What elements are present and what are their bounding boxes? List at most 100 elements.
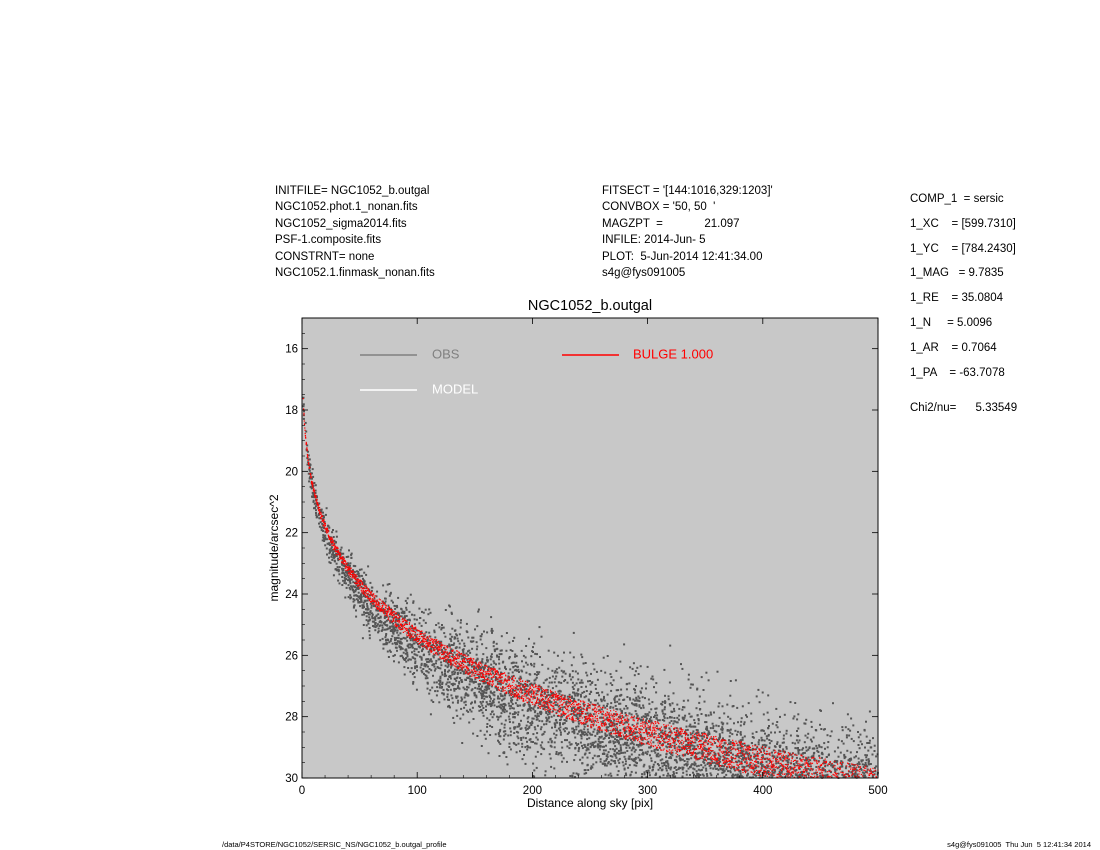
obs-point <box>555 729 558 732</box>
bulge-point <box>432 638 434 640</box>
obs-point <box>737 775 740 778</box>
obs-point <box>328 544 331 546</box>
obs-point <box>424 646 427 648</box>
obs-point <box>732 705 735 707</box>
obs-point <box>348 577 351 580</box>
obs-point <box>354 594 357 597</box>
obs-point <box>745 758 748 761</box>
obs-point <box>380 621 383 623</box>
obs-point <box>396 612 399 614</box>
bulge-point <box>316 499 318 501</box>
bulge-point <box>421 633 423 635</box>
obs-point <box>713 761 716 764</box>
obs-point <box>800 770 803 773</box>
obs-point <box>342 556 345 559</box>
obs-point <box>360 593 362 596</box>
obs-point <box>717 768 720 771</box>
obs-point <box>347 584 350 587</box>
bulge-point <box>334 545 337 547</box>
bulge-point <box>383 602 385 604</box>
obs-point <box>575 728 578 731</box>
obs-point <box>646 753 649 756</box>
obs-point <box>554 736 557 739</box>
bulge-point <box>323 519 325 521</box>
obs-point <box>702 748 705 751</box>
obs-point <box>462 670 465 673</box>
obs-point <box>743 766 746 769</box>
obs-point <box>347 576 350 579</box>
obs-point <box>478 690 481 693</box>
obs-point <box>541 733 544 736</box>
obs-point <box>797 735 800 738</box>
bulge-point <box>372 603 374 605</box>
obs-point <box>497 716 500 719</box>
obs-point <box>360 594 363 597</box>
bulge-point <box>380 608 382 610</box>
obs-point <box>608 732 611 735</box>
obs-point <box>782 757 785 760</box>
obs-point <box>760 736 763 739</box>
obs-point <box>584 731 587 734</box>
obs-point <box>534 678 537 681</box>
obs-point <box>864 754 867 757</box>
obs-point <box>793 715 796 718</box>
obs-point <box>532 707 535 710</box>
bulge-point <box>433 645 435 647</box>
bulge-point <box>333 543 335 545</box>
obs-point <box>553 767 556 770</box>
obs-point <box>328 556 330 559</box>
bulge-point <box>387 615 389 617</box>
obs-point <box>647 714 650 717</box>
obs-point <box>507 715 510 718</box>
obs-point <box>741 736 744 739</box>
obs-point <box>413 647 416 650</box>
obs-point <box>836 760 839 763</box>
obs-point <box>335 552 338 555</box>
obs-point <box>495 663 497 666</box>
obs-point <box>520 677 523 680</box>
obs-point <box>675 735 678 738</box>
bulge-point <box>322 520 324 522</box>
obs-point <box>538 719 541 722</box>
obs-point <box>636 666 639 669</box>
obs-point <box>768 746 771 749</box>
obs-point <box>521 660 523 663</box>
obs-point <box>454 671 457 674</box>
obs-point <box>453 689 456 692</box>
obs-point <box>342 571 344 574</box>
obs-point <box>505 668 507 671</box>
bulge-point <box>324 528 326 530</box>
bulge-point <box>368 597 370 599</box>
obs-point <box>479 729 482 732</box>
obs-point <box>859 733 862 736</box>
obs-point <box>787 771 790 774</box>
obs-point <box>636 699 639 702</box>
obs-point <box>384 612 386 615</box>
obs-point <box>753 756 756 759</box>
obs-point <box>665 756 668 759</box>
obs-point <box>704 747 707 750</box>
obs-point <box>797 713 800 716</box>
bulge-point <box>418 629 420 632</box>
obs-point <box>761 757 764 760</box>
obs-point <box>659 754 662 757</box>
obs-point <box>409 634 412 637</box>
bulge-point <box>361 581 363 583</box>
obs-point <box>450 694 453 697</box>
obs-point <box>555 711 558 714</box>
obs-point <box>530 740 533 743</box>
obs-point <box>489 690 492 693</box>
bulge-point <box>390 611 392 613</box>
bulge-point <box>401 619 403 621</box>
bulge-point <box>393 614 395 616</box>
obs-point <box>492 701 495 704</box>
obs-point <box>533 679 536 682</box>
obs-point <box>481 711 484 714</box>
bulge-point <box>426 642 428 644</box>
obs-point <box>570 708 573 711</box>
obs-point <box>487 752 490 755</box>
bulge-point <box>444 656 446 658</box>
obs-point <box>571 676 574 679</box>
bulge-point <box>359 587 361 589</box>
obs-point <box>717 757 720 760</box>
